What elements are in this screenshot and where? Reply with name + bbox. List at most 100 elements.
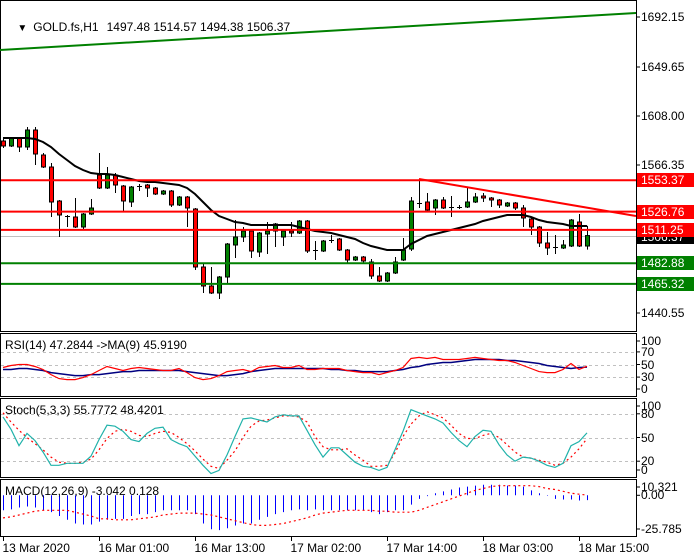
- candle[interactable]: [353, 256, 358, 261]
- macd-axis-label: -25.785: [641, 522, 682, 536]
- candle[interactable]: [361, 256, 366, 263]
- candle[interactable]: [233, 220, 238, 258]
- bull-candle-body: [177, 196, 182, 206]
- bear-candle-body: [249, 230, 254, 252]
- candle[interactable]: [449, 196, 454, 217]
- chart-header: ▼ GOLD.fs,H1 1497.48 1514.57 1494.38 1506.…: [4, 6, 290, 50]
- candle[interactable]: [569, 219, 574, 247]
- candle[interactable]: [553, 235, 558, 254]
- candle[interactable]: [73, 198, 78, 228]
- candle[interactable]: [49, 163, 54, 217]
- bear-candle-body: [337, 238, 342, 251]
- candle[interactable]: [489, 197, 494, 207]
- axis-ticks: [3, 16, 640, 541]
- bear-candle-body: [209, 285, 214, 294]
- candle[interactable]: [473, 193, 478, 203]
- candle[interactable]: [377, 267, 382, 282]
- bear-candle-body: [193, 208, 198, 268]
- candle[interactable]: [57, 200, 62, 237]
- macd-panel[interactable]: [0, 479, 637, 537]
- candle[interactable]: [153, 187, 158, 195]
- bull-candle-body: [409, 200, 414, 250]
- horizontal-levels[interactable]: [1, 179, 636, 285]
- candle[interactable]: [425, 193, 430, 212]
- candle[interactable]: [137, 184, 142, 191]
- candle[interactable]: [337, 238, 342, 251]
- candle[interactable]: [1, 139, 6, 148]
- candle[interactable]: [329, 235, 334, 243]
- time-axis-label: 13 Mar 2020: [2, 541, 70, 555]
- bear-candle-body: [97, 174, 102, 189]
- bull-candle-body: [265, 230, 270, 235]
- candle[interactable]: [441, 197, 446, 209]
- time-axis-label: 17 Mar 14:00: [386, 541, 458, 555]
- bull-candle-body: [321, 240, 326, 252]
- candle[interactable]: [345, 249, 350, 263]
- bear-candle-body: [57, 200, 62, 216]
- candle[interactable]: [513, 202, 518, 210]
- ascending-channel-line[interactable]: [0, 12, 637, 51]
- bear-candle-body: [73, 216, 78, 228]
- bear-candle-body: [289, 230, 294, 234]
- time-axis-label: 18 Mar 03:00: [482, 541, 554, 555]
- candle[interactable]: [177, 196, 182, 206]
- candle[interactable]: [385, 272, 390, 282]
- candle[interactable]: [169, 190, 174, 207]
- candle[interactable]: [161, 190, 166, 195]
- candle[interactable]: [41, 153, 46, 168]
- candle[interactable]: [481, 193, 486, 202]
- candle[interactable]: [33, 127, 38, 165]
- candle[interactable]: [121, 185, 126, 212]
- candle[interactable]: [145, 184, 150, 197]
- bear-candle-body: [537, 226, 542, 244]
- descending-resistance-line[interactable]: [418, 178, 637, 217]
- candle[interactable]: [249, 230, 254, 258]
- bear-candle-body: [513, 202, 518, 209]
- candle[interactable]: [409, 197, 414, 251]
- candle[interactable]: [457, 205, 462, 209]
- candle[interactable]: [257, 232, 262, 257]
- candle[interactable]: [313, 241, 318, 260]
- candle[interactable]: [65, 215, 70, 227]
- candle[interactable]: [305, 220, 310, 253]
- bear-candle-body: [577, 221, 582, 247]
- candle[interactable]: [465, 187, 470, 208]
- candle[interactable]: [369, 259, 374, 279]
- rsi-axis-label: 50: [641, 357, 655, 372]
- bull-candle-body: [505, 202, 510, 207]
- candle[interactable]: [321, 240, 326, 252]
- candle[interactable]: [129, 186, 134, 207]
- candle[interactable]: [497, 199, 502, 208]
- rsi-axis-label: 0: [641, 382, 648, 396]
- candle[interactable]: [193, 208, 198, 270]
- candle[interactable]: [529, 218, 534, 235]
- candle[interactable]: [393, 257, 398, 274]
- candle[interactable]: [81, 213, 86, 230]
- bull-candle-body: [585, 235, 590, 247]
- macd-signal-line: [2, 485, 588, 527]
- bull-candle-body: [433, 199, 438, 209]
- price-axis-label: 1649.65: [641, 60, 685, 74]
- moving-average-line: [3, 137, 587, 251]
- bull-candle-body: [281, 230, 286, 238]
- symbol-timeframe: GOLD.fs,H1: [33, 20, 99, 34]
- candle[interactable]: [281, 230, 286, 246]
- candle[interactable]: [201, 263, 206, 293]
- chart-menu-triangle-icon[interactable]: ▼: [17, 23, 28, 34]
- candle[interactable]: [561, 240, 566, 249]
- bull-candle-body: [473, 196, 478, 203]
- bull-candle-body: [561, 244, 566, 249]
- candle[interactable]: [265, 222, 270, 254]
- candle[interactable]: [209, 267, 214, 294]
- bear-candle-body: [17, 137, 22, 148]
- candle[interactable]: [417, 180, 422, 208]
- bear-candle-body: [49, 166, 54, 203]
- candle[interactable]: [505, 202, 510, 207]
- candle[interactable]: [217, 276, 222, 299]
- bull-candle-body: [9, 137, 14, 147]
- trendlines[interactable]: [0, 12, 637, 217]
- price-panel[interactable]: [0, 0, 637, 332]
- candle[interactable]: [545, 232, 550, 255]
